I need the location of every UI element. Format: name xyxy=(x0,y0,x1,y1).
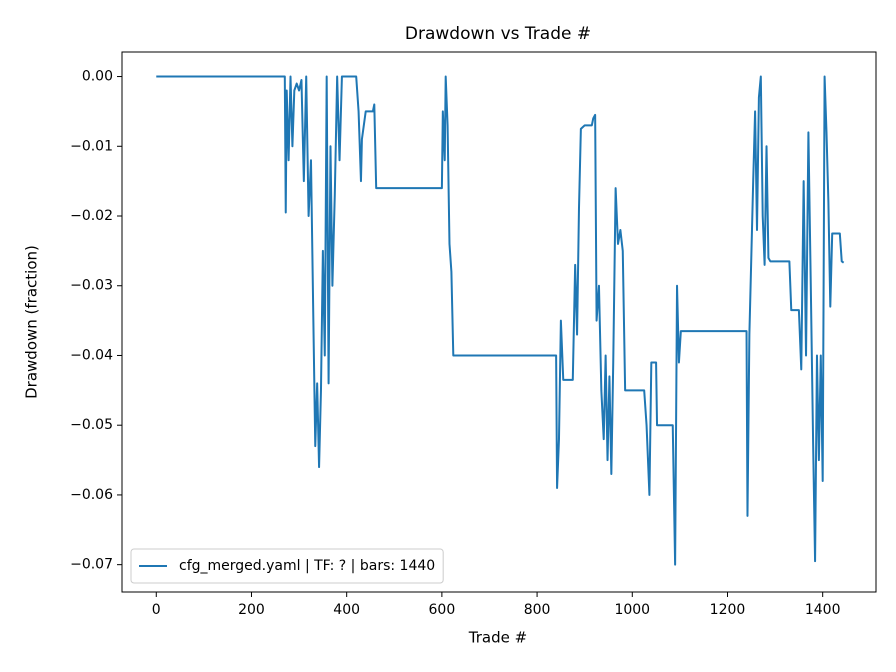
y-tick-label: −0.07 xyxy=(70,557,113,573)
legend-label: cfg_merged.yaml | TF: ? | bars: 1440 xyxy=(179,558,435,574)
x-tick-label: 200 xyxy=(238,602,265,618)
y-tick-label: −0.06 xyxy=(70,487,113,503)
y-axis-label: Drawdown (fraction) xyxy=(23,245,41,399)
y-tick-label: −0.02 xyxy=(70,208,113,224)
legend: cfg_merged.yaml | TF: ? | bars: 1440 xyxy=(130,548,444,584)
legend-box xyxy=(130,548,444,584)
y-tick-label: −0.01 xyxy=(70,138,113,154)
x-tick-label: 800 xyxy=(524,602,551,618)
x-tick-label: 1200 xyxy=(710,602,746,618)
y-tick-label: −0.03 xyxy=(70,278,113,294)
y-tick-label: −0.04 xyxy=(70,347,113,363)
y-tick-label: 0.00 xyxy=(82,69,113,85)
y-tick-label: −0.05 xyxy=(70,417,113,433)
line-series xyxy=(156,75,845,566)
plot-frame xyxy=(121,51,877,593)
chart-title: Drawdown vs Trade # xyxy=(405,24,591,44)
x-tick-label: 0 xyxy=(152,602,161,618)
x-tick-label: 400 xyxy=(333,602,360,618)
x-tick-label: 1400 xyxy=(805,602,841,618)
x-axis-label: Trade # xyxy=(468,629,527,647)
x-tick-label: 1000 xyxy=(614,602,650,618)
x-tick-label: 600 xyxy=(429,602,456,618)
